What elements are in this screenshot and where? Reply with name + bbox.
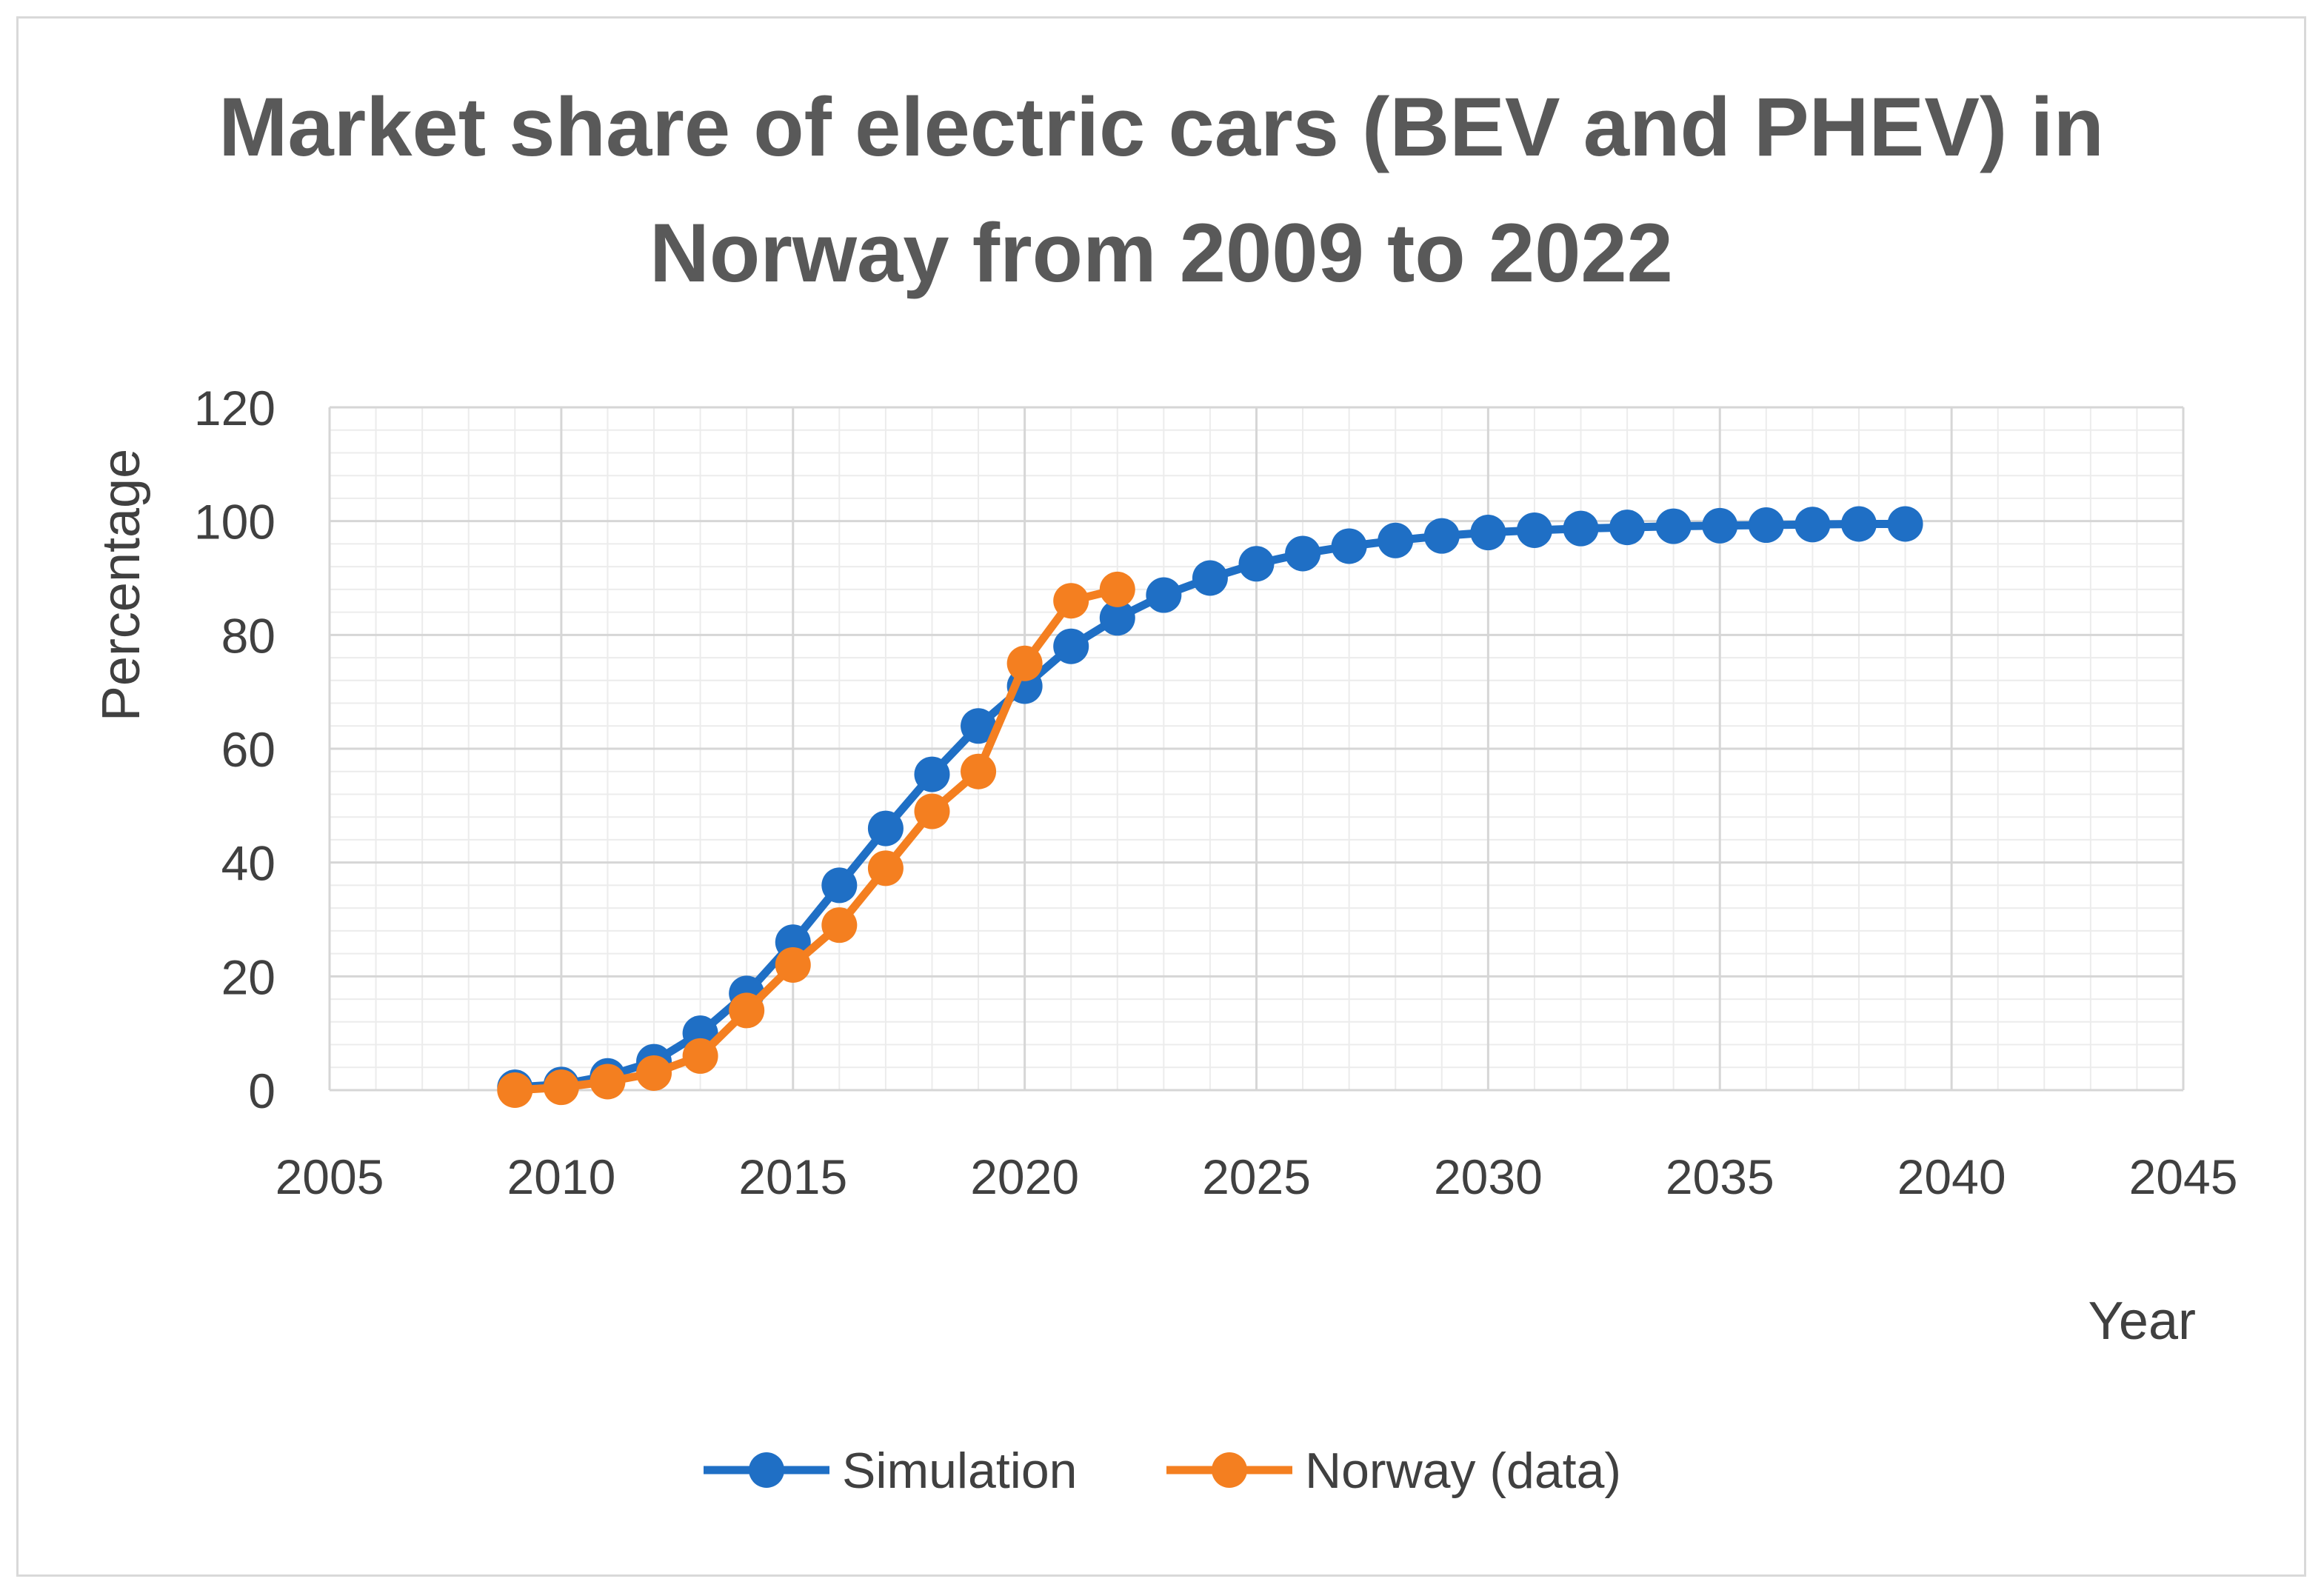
data-point xyxy=(961,708,997,744)
x-tick-label: 2020 xyxy=(970,1149,1079,1204)
data-point xyxy=(636,1055,672,1091)
data-point xyxy=(914,756,950,792)
chart-title: Market share of electric cars (BEV and P… xyxy=(218,81,2104,299)
data-point xyxy=(1655,508,1692,544)
data-point xyxy=(729,992,765,1029)
data-point xyxy=(1285,535,1321,572)
data-point xyxy=(1378,522,1414,558)
y-tick-label: 80 xyxy=(221,608,276,663)
x-axis-title: Year xyxy=(2088,1292,2196,1351)
major-gridlines xyxy=(328,406,2185,1092)
y-tick-label: 100 xyxy=(194,495,276,550)
y-tick-label: 60 xyxy=(221,722,276,777)
data-point xyxy=(1238,546,1275,582)
x-tick-label: 2025 xyxy=(1202,1149,1311,1204)
legend-item-norway: Norway (data) xyxy=(1166,1443,1621,1499)
data-point xyxy=(775,946,811,983)
x-tick-label: 2010 xyxy=(507,1149,615,1204)
data-point xyxy=(543,1069,579,1106)
data-point xyxy=(1331,528,1367,564)
x-axis-ticks: 2005 2010 2015 2020 2025 2030 2035 2040 2045 xyxy=(276,1149,2238,1204)
data-point xyxy=(821,867,858,904)
y-tick-label: 120 xyxy=(194,381,276,435)
legend-label-norway: Norway (data) xyxy=(1305,1443,1621,1499)
chart-frame xyxy=(16,16,2306,1577)
legend-label-simulation: Simulation xyxy=(842,1443,1078,1499)
data-point xyxy=(961,753,997,789)
x-tick-label: 2040 xyxy=(1897,1149,2006,1204)
data-point xyxy=(1563,510,1599,547)
data-point xyxy=(1053,628,1089,664)
data-point xyxy=(821,907,858,944)
data-point xyxy=(914,793,950,829)
legend-item-simulation: Simulation xyxy=(704,1443,1078,1499)
chart-title-line-1: Market share of electric cars (BEV and P… xyxy=(218,81,2104,173)
data-point xyxy=(1099,600,1135,636)
y-axis-ticks: 0 20 40 60 80 100 120 xyxy=(194,381,276,1118)
series-layer xyxy=(497,506,1923,1108)
x-tick-label: 2035 xyxy=(1666,1149,1774,1204)
data-point xyxy=(1423,518,1460,554)
y-tick-label: 0 xyxy=(248,1063,276,1118)
legend-marker-norway xyxy=(1212,1452,1247,1488)
x-tick-label: 2030 xyxy=(1434,1149,1543,1204)
data-point xyxy=(867,810,904,846)
data-point xyxy=(1006,645,1043,681)
data-point xyxy=(1609,510,1646,546)
x-tick-label: 2005 xyxy=(276,1149,384,1204)
data-point xyxy=(1887,506,1923,542)
data-point xyxy=(1146,577,1182,613)
y-axis-title: Percentage xyxy=(92,449,151,721)
data-point xyxy=(867,850,904,886)
data-point xyxy=(1053,583,1089,619)
data-point xyxy=(497,1072,533,1108)
data-point xyxy=(1470,515,1506,551)
data-point xyxy=(1516,512,1552,548)
x-tick-label: 2045 xyxy=(2129,1149,2238,1204)
legend-marker-simulation xyxy=(749,1452,784,1488)
y-tick-label: 20 xyxy=(221,949,276,1004)
series-1 xyxy=(497,571,1135,1108)
data-point xyxy=(1840,506,1877,542)
data-point xyxy=(1099,571,1135,607)
data-point xyxy=(1748,507,1784,544)
data-point xyxy=(1794,507,1831,543)
legend: Simulation Norway (data) xyxy=(704,1443,1621,1499)
data-point xyxy=(1702,507,1738,544)
data-point xyxy=(590,1063,626,1100)
data-point xyxy=(682,1038,718,1074)
x-tick-label: 2015 xyxy=(738,1149,847,1204)
chart-title-line-2: Norway from 2009 to 2022 xyxy=(650,207,1673,299)
data-point xyxy=(1192,560,1228,596)
y-tick-label: 40 xyxy=(221,836,276,891)
